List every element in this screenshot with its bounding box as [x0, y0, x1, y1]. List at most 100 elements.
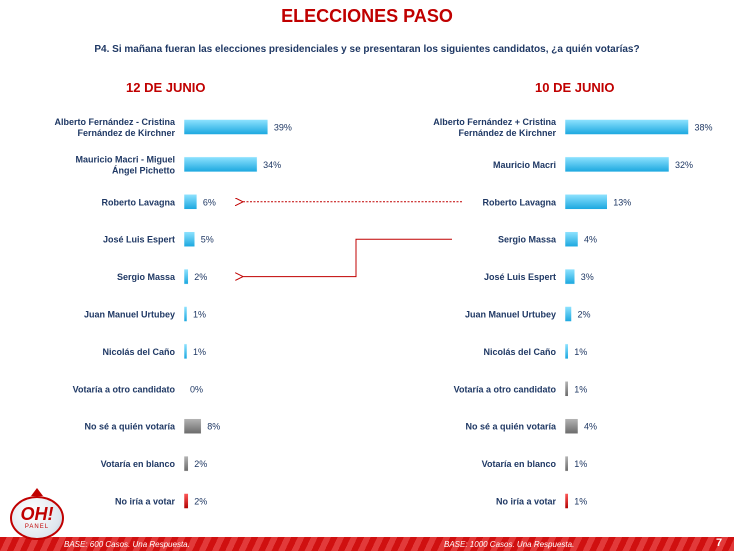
value-label: 32% [675, 160, 693, 170]
category-label: No iría a votar [115, 497, 176, 507]
category-label: Juan Manuel Urtubey [465, 310, 556, 320]
category-label-line: No sé a quién votaría [465, 422, 557, 432]
value-label: 1% [574, 384, 587, 394]
category-label: Sergio Massa [498, 235, 557, 245]
bar [564, 493, 569, 509]
category-label: No iría a votar [496, 497, 557, 507]
bar [564, 268, 575, 285]
category-label-line: Roberto Lavagna [101, 197, 176, 207]
category-label-line: Ángel Pichetto [112, 165, 176, 175]
category-label: Juan Manuel Urtubey [84, 310, 175, 320]
bar [183, 231, 195, 247]
value-label: 13% [613, 197, 631, 207]
bar [564, 119, 689, 135]
category-label: Votaría en blanco [482, 459, 557, 469]
connector-arrow [242, 238, 452, 276]
category-label-line: No iría a votar [496, 497, 557, 507]
value-label: 1% [574, 459, 587, 469]
value-label: 39% [274, 123, 292, 133]
value-label: 1% [193, 310, 206, 320]
bar [564, 343, 569, 360]
category-label-line: Alberto Fernández + Cristina [433, 117, 557, 127]
value-label: 2% [194, 272, 207, 282]
category-label: Votaría a otro candidato [454, 384, 557, 394]
category-label-line: Nicolás del Caño [102, 347, 175, 357]
category-label-line: Votaría a otro candidato [454, 384, 557, 394]
bar [564, 306, 572, 322]
category-label: Alberto Fernández + Cristina Fernández de… [433, 117, 557, 138]
value-label: 2% [194, 497, 207, 507]
bar [183, 306, 188, 322]
bar [564, 418, 579, 434]
category-label: José Luis Espert [103, 235, 175, 245]
bar [183, 455, 189, 472]
logo-circle [10, 496, 64, 540]
value-label: 3% [581, 272, 594, 282]
category-label: No sé a quién votaría [84, 422, 176, 432]
category-label: Roberto Lavagna [482, 197, 557, 207]
value-label: 38% [695, 123, 713, 133]
category-label: Mauricio Macri - Miguel Ángel Pichetto [75, 154, 175, 175]
category-label-line: José Luis Espert [484, 272, 556, 282]
left-chart-title: 12 DE JUNIO [126, 80, 206, 95]
category-label-line: No iría a votar [115, 497, 176, 507]
footer-bar [0, 537, 734, 551]
left-bar-chart: Alberto Fernández - Cristina Fernández de… [54, 117, 292, 509]
category-label-line: Fernández de Kirchner [458, 128, 556, 138]
category-label-line: José Luis Espert [103, 235, 175, 245]
category-label-line: Votaría a otro candidato [73, 384, 176, 394]
category-label: José Luis Espert [484, 272, 556, 282]
bar [183, 343, 188, 360]
category-label-line: Nicolás del Caño [483, 347, 556, 357]
category-label: Mauricio Macri [493, 160, 556, 170]
bar [183, 268, 189, 285]
category-label-line: Roberto Lavagna [482, 197, 557, 207]
category-label: Votaría a otro candidato [73, 384, 176, 394]
category-label-line: Alberto Fernández - Cristina [54, 117, 176, 127]
logo-arrow-icon [31, 488, 43, 496]
value-label: 0% [190, 384, 203, 394]
oh-panel-logo: OH! PANEL [6, 488, 66, 540]
right-base-note: BASE: 1000 Casos. Una Respuesta. [444, 540, 575, 549]
category-label: Alberto Fernández - Cristina Fernández de… [54, 117, 176, 138]
category-label-line: Juan Manuel Urtubey [465, 310, 556, 320]
category-label: Roberto Lavagna [101, 197, 176, 207]
logo-subtext: PANEL [24, 524, 50, 530]
category-label: Nicolás del Caño [102, 347, 175, 357]
category-label-line: Mauricio Macri - Miguel [75, 154, 175, 164]
page-title: ELECCIONES PASO [281, 6, 453, 26]
value-label: 8% [207, 422, 220, 432]
survey-question: P4. Si mañana fueran las elecciones pres… [94, 44, 640, 55]
bar [564, 194, 608, 210]
category-label-line: Votaría en blanco [101, 459, 176, 469]
bar [183, 418, 202, 434]
category-label: Nicolás del Caño [483, 347, 556, 357]
category-label: No sé a quién votaría [465, 422, 557, 432]
category-label-line: Juan Manuel Urtubey [84, 310, 175, 320]
value-label: 6% [203, 197, 216, 207]
category-label-line: Sergio Massa [498, 235, 557, 245]
left-base-note: BASE: 600 Casos. Una Respuesta. [64, 540, 190, 549]
bar [183, 194, 198, 210]
bar [564, 156, 670, 173]
category-label-line: Fernández de Kirchner [77, 128, 175, 138]
category-label-line: No sé a quién votaría [84, 422, 176, 432]
category-label: Sergio Massa [117, 272, 176, 282]
right-bar-chart: Alberto Fernández + Cristina Fernández de… [433, 117, 713, 509]
bar [183, 493, 189, 509]
page-number: 7 [716, 537, 723, 549]
value-label: 2% [578, 310, 591, 320]
value-label: 4% [584, 422, 597, 432]
value-label: 34% [263, 160, 281, 170]
bar [564, 381, 569, 397]
category-label-line: Mauricio Macri [493, 160, 556, 170]
category-label: Votaría en blanco [101, 459, 176, 469]
bar [564, 231, 579, 247]
logo-text: OH! [20, 504, 54, 524]
category-label-line: Votaría en blanco [482, 459, 557, 469]
value-label: 2% [194, 459, 207, 469]
value-label: 5% [201, 235, 214, 245]
value-label: 1% [574, 497, 587, 507]
bar [564, 455, 569, 472]
